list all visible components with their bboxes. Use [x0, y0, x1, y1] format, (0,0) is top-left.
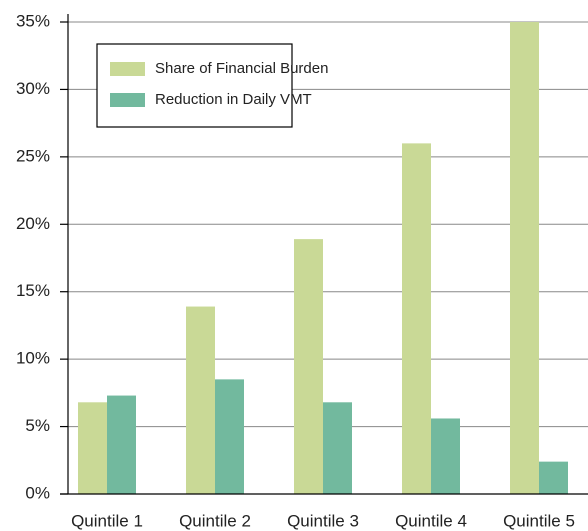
legend-label: Reduction in Daily VMT	[155, 91, 312, 108]
bar	[323, 402, 352, 494]
x-tick-label: Quintile 5	[503, 511, 575, 530]
bar	[78, 402, 107, 494]
legend-swatch	[110, 93, 145, 107]
y-tick-label: 30%	[16, 79, 50, 98]
y-tick-label: 0%	[25, 483, 50, 502]
legend-box	[96, 43, 293, 128]
y-tick-label: 35%	[16, 11, 50, 30]
x-tick-label: Quintile 1	[71, 511, 143, 530]
x-tick-label: Quintile 2	[179, 511, 251, 530]
bar	[186, 306, 215, 494]
legend-swatch	[110, 62, 145, 76]
x-tick-label: Quintile 3	[287, 511, 359, 530]
y-tick-label: 5%	[25, 416, 50, 435]
bar	[431, 418, 460, 494]
bar	[539, 461, 568, 494]
bar	[107, 395, 136, 494]
legend-label: Share of Financial Burden	[155, 60, 328, 77]
y-tick-label: 20%	[16, 214, 50, 233]
bar	[215, 379, 244, 494]
y-tick-label: 25%	[16, 146, 50, 165]
bar	[294, 239, 323, 494]
bar	[402, 143, 431, 494]
x-tick-label: Quintile 4	[395, 511, 467, 530]
y-tick-label: 10%	[16, 349, 50, 368]
y-tick-label: 15%	[16, 281, 50, 300]
bar	[510, 22, 539, 494]
